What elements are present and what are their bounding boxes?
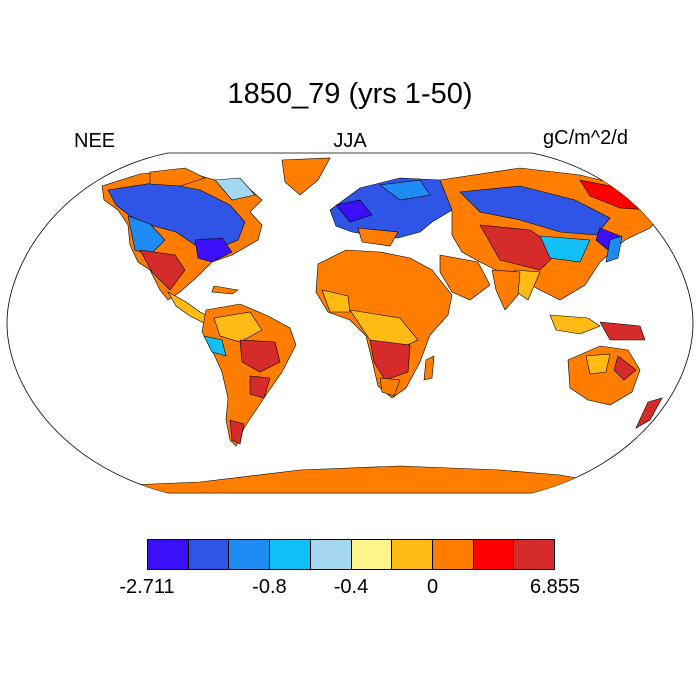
colorbar-tick-label: -0.8 xyxy=(252,576,287,598)
landmass-new-zealand xyxy=(635,397,663,429)
colorbar-tick-label: 0 xyxy=(427,576,439,598)
plot-title: 1850_79 (yrs 1-50) xyxy=(227,78,473,110)
colorbar-tick-label: 6.855 xyxy=(529,576,581,598)
colorbar-box xyxy=(310,540,352,569)
colorbar-tick-label: -2.711 xyxy=(119,576,175,598)
colorbar-box xyxy=(351,540,393,569)
colorbar-box xyxy=(473,540,515,569)
colorbar-box xyxy=(392,540,433,569)
landmass-japan xyxy=(605,235,623,263)
colorbar-box xyxy=(432,540,474,569)
landmass-southeast-asia xyxy=(549,314,601,335)
colorbar xyxy=(147,539,555,570)
colorbar-tick-label: -0.4 xyxy=(333,576,369,598)
colorbar-box xyxy=(514,540,555,569)
landmass-arabia xyxy=(439,254,491,301)
colorbar-box xyxy=(229,540,271,569)
colorbar-box xyxy=(270,540,311,569)
landmass-madagascar xyxy=(423,355,435,381)
colorbar-box xyxy=(188,540,230,569)
variable-label: NEE xyxy=(74,130,116,152)
landmass-south-america xyxy=(201,303,297,447)
landmass-greenland xyxy=(281,157,331,196)
colorbar-box xyxy=(148,540,189,569)
landmass-india xyxy=(491,269,521,311)
units-label: gC/m^2/d xyxy=(543,127,628,149)
season-label: JJA xyxy=(333,130,367,152)
